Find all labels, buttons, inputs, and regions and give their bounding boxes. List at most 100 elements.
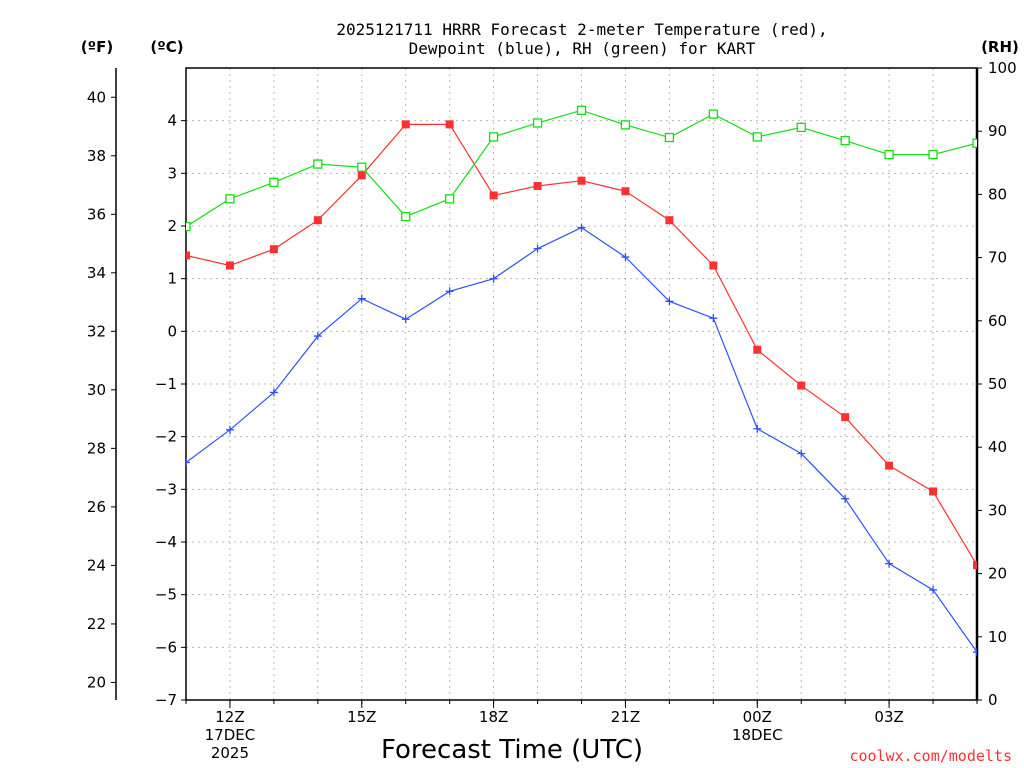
dewpoint-point [797,449,806,458]
dewpoint-point [621,253,630,262]
temperature-point [885,461,894,470]
fahrenheit-tick-label: 30 [87,381,106,399]
fahrenheit-tick-label: 28 [87,439,106,457]
dewpoint-point [186,458,190,467]
dewpoint-point [401,315,410,324]
rh-point [884,149,894,160]
celsius-tick-label: −6 [155,638,177,656]
x-tick-label: 2025 [211,744,249,762]
celsius-tick-label: −4 [155,533,177,551]
rh-tick-label: 40 [988,438,1007,456]
rh-point [225,194,235,204]
celsius-tick-label: −7 [155,691,177,709]
rh-point [752,132,762,142]
series [186,105,977,657]
axes: −7−6−5−4−3−2−101234202224262830323436384… [87,59,1017,762]
fahrenheit-tick-label: 26 [87,498,106,516]
x-axis-title: Forecast Time (UTC) [381,735,643,765]
rh-point [445,194,455,204]
rh-point [972,138,977,148]
temperature-point [445,120,454,129]
x-tick-label: 15Z [347,708,376,726]
dewpoint-series [186,223,977,657]
temperature-point [621,187,630,196]
temperature-point [665,216,674,225]
temperature-point [577,176,586,185]
celsius-tick-label: 0 [167,322,177,340]
rh-unit-label: (RH) [981,38,1019,56]
temperature-point [797,381,806,390]
celsius-tick-label: 1 [167,270,177,288]
x-tick-label: 21Z [611,708,640,726]
dewpoint-point [225,425,234,434]
chart-title-line-1: 2025121711 HRRR Forecast 2-meter Tempera… [336,20,827,39]
dewpoint-point [709,314,718,323]
rh-tick-label: 30 [988,501,1007,519]
dewpoint-point [533,244,542,253]
rh-tick-label: 100 [988,59,1017,77]
x-tick-label: 12Z [215,708,244,726]
fahrenheit-unit-label: (ºF) [81,38,113,56]
fahrenheit-tick-label: 36 [87,205,106,223]
temperature-point [186,251,190,260]
celsius-tick-label: −1 [155,375,177,393]
celsius-tick-label: 2 [167,217,177,235]
rh-point [401,211,411,222]
temperature-series [186,120,977,570]
chart-title-line-2: Dewpoint (blue), RH (green) for KART [409,39,756,58]
x-tick-label: 00Z [743,708,772,726]
rh-tick-label: 60 [988,312,1007,330]
rh-point [620,120,631,130]
rh-point [269,177,279,188]
celsius-unit-label: (ºC) [150,38,183,56]
fahrenheit-tick-label: 34 [87,264,106,282]
dewpoint-point [929,585,938,594]
temperature-point [753,345,762,354]
rh-tick-label: 0 [988,691,998,709]
fahrenheit-tick-label: 24 [87,556,106,574]
temperature-point [489,191,498,200]
temperature-point [401,120,410,129]
rh-tick-label: 20 [988,565,1007,583]
x-tick-label: 17DEC [205,726,256,744]
rh-point [928,149,938,160]
rh-point [708,109,718,119]
celsius-tick-label: 3 [167,164,177,182]
rh-point [796,122,806,133]
temperature-point [841,413,850,422]
dewpoint-point [445,287,454,296]
temperature-point [225,261,234,270]
temperature-point [973,561,977,570]
temperature-point [357,171,366,180]
dewpoint-point [885,559,894,568]
dewpoint-point [357,294,366,303]
dewpoint-point [269,388,278,397]
rh-point [488,132,499,142]
celsius-tick-label: −2 [155,428,177,446]
temperature-point [269,245,278,254]
fahrenheit-tick-label: 22 [87,615,106,633]
temperature-point [313,216,322,225]
dewpoint-point [577,223,586,232]
dewpoint-point [489,274,498,283]
fahrenheit-tick-label: 38 [87,147,106,165]
rh-tick-label: 70 [988,249,1007,267]
temperature-point [533,181,542,190]
rh-point [313,159,323,169]
rh-tick-label: 50 [988,375,1007,393]
rh-point [840,136,850,146]
dewpoint-point [313,332,322,341]
rh-point [357,162,367,172]
dewpoint-point [973,648,977,657]
labels: 2025121711 HRRR Forecast 2-meter Tempera… [81,20,1019,765]
rh-tick-label: 80 [988,185,1007,203]
temperature-point [709,261,718,270]
rh-point [532,118,543,128]
dewpoint-point [753,424,762,433]
celsius-tick-label: −3 [155,480,177,498]
dewpoint-point [841,494,850,503]
rh-series [186,105,977,232]
celsius-tick-label: 4 [167,112,177,130]
dewpoint-point [665,297,674,306]
